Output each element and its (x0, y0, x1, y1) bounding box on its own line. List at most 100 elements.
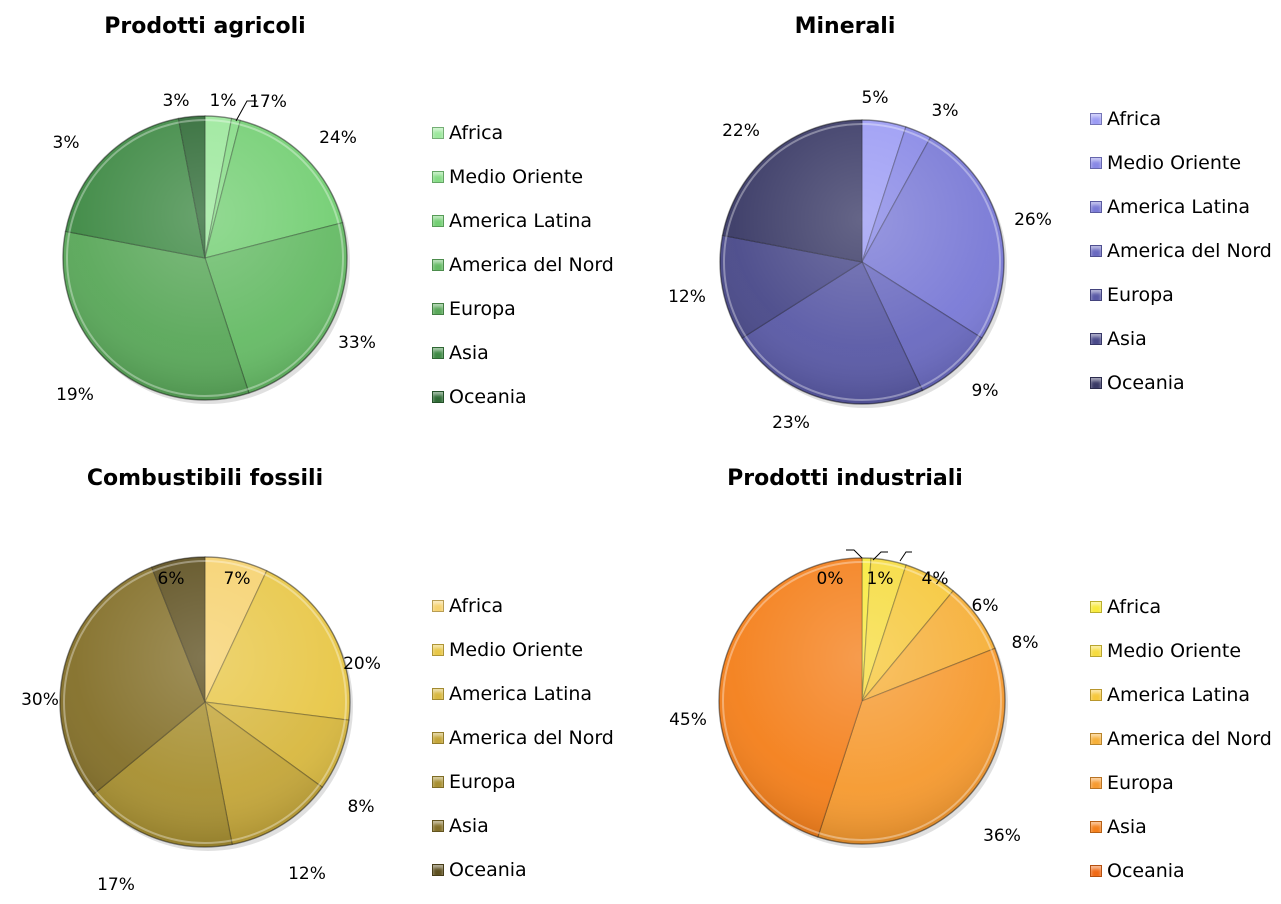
chart-title: Combustibili fossili (86, 466, 324, 491)
legend-swatch (432, 732, 444, 744)
legend-label: America del Nord (449, 727, 614, 749)
data-label: 3% (932, 101, 959, 121)
data-label: 6% (158, 569, 185, 589)
legend-swatch (1090, 645, 1102, 657)
legend-item-asia: Asia (1090, 317, 1272, 361)
leader-line (899, 551, 912, 562)
legend-item-medio-oriente: Medio Oriente (1090, 629, 1272, 673)
legend-item-america-del-nord: America del Nord (1090, 717, 1272, 761)
legend-swatch (1090, 777, 1102, 789)
data-label: 26% (1014, 210, 1052, 230)
legend: Africa Medio Oriente America Latina America… (432, 584, 614, 892)
legend-swatch (1090, 201, 1102, 213)
legend-label: America del Nord (449, 254, 614, 276)
legend-swatch (1090, 113, 1102, 125)
legend-item-europa: Europa (432, 287, 614, 331)
legend-item-africa: Africa (1090, 585, 1272, 629)
legend-item-asia: Asia (432, 331, 614, 375)
legend-label: Asia (1107, 816, 1147, 838)
legend-swatch (1090, 689, 1102, 701)
legend-item-medio-oriente: Medio Oriente (1090, 141, 1272, 185)
data-label: 3% (163, 91, 190, 111)
legend-label: Oceania (449, 859, 527, 881)
leader-line (846, 549, 863, 559)
legend-swatch (1090, 865, 1102, 877)
legend-swatch (1090, 601, 1102, 613)
data-label: 23% (772, 413, 810, 433)
legend-item-america-latina: America Latina (1090, 185, 1272, 229)
legend-label: Africa (449, 122, 504, 144)
legend-item-america-latina: America Latina (1090, 673, 1272, 717)
legend-label: Europa (449, 771, 516, 793)
legend-label: Europa (449, 298, 516, 320)
data-label: 1% (210, 91, 237, 111)
data-label: 17% (97, 875, 135, 895)
legend-label: Africa (1107, 108, 1162, 130)
data-label: 19% (56, 385, 94, 405)
legend-label: America Latina (449, 210, 593, 232)
data-label: 20% (343, 654, 381, 674)
data-label: 12% (288, 864, 326, 884)
data-label: 33% (338, 333, 376, 353)
legend-swatch (432, 171, 444, 183)
legend-swatch (1090, 377, 1102, 389)
legend-item-oceania: Oceania (1090, 849, 1272, 893)
legend-item-asia: Asia (1090, 805, 1272, 849)
legend-swatch (432, 776, 444, 788)
data-label: 30% (21, 690, 59, 710)
legend-swatch (432, 259, 444, 271)
data-label: 8% (348, 797, 375, 817)
legend-item-africa: Africa (432, 111, 614, 155)
legend-swatch (1090, 821, 1102, 833)
legend-label: Africa (1107, 596, 1162, 618)
legend-item-europa: Europa (1090, 273, 1272, 317)
pie-chart-prodotti-agricoli: Prodotti agricoli 3% 1% 17% 24% 33% 19% 3% Afr… (0, 0, 640, 452)
pie-chart-combustibili-fossili: Combustibili fossili 7% 20% 8% 12% 17% 30% 6% … (0, 452, 640, 904)
legend-item-america-del-nord: America del Nord (1090, 229, 1272, 273)
data-label: 5% (862, 88, 889, 108)
legend-item-europa: Europa (432, 760, 614, 804)
data-label: 22% (722, 121, 760, 141)
legend-label: Oceania (1107, 372, 1185, 394)
legend-label: America Latina (1107, 684, 1251, 706)
legend-label: America Latina (1107, 196, 1251, 218)
data-label: 12% (668, 287, 706, 307)
legend-item-america-latina: America Latina (432, 672, 614, 716)
legend-swatch (432, 600, 444, 612)
legend-item-africa: Africa (1090, 97, 1272, 141)
legend-swatch (1090, 333, 1102, 345)
legend-label: America del Nord (1107, 728, 1272, 750)
data-label: 3% (53, 133, 80, 153)
legend-swatch (1090, 733, 1102, 745)
legend-label: Medio Oriente (449, 639, 584, 661)
legend-item-medio-oriente: Medio Oriente (432, 628, 614, 672)
legend-item-america-del-nord: America del Nord (432, 243, 614, 287)
pie-chart-minerali: Minerali 5% 3% 26% 9% 23% 12% 22% Africa Medio … (640, 0, 1280, 452)
legend-item-oceania: Oceania (432, 848, 614, 892)
legend-label: Oceania (449, 386, 527, 408)
legend: Africa Medio Oriente America Latina America… (1090, 585, 1272, 893)
legend-item-america-del-nord: America del Nord (432, 716, 614, 760)
legend-label: Medio Oriente (449, 166, 584, 188)
legend-item-america-latina: America Latina (432, 199, 614, 243)
legend-swatch (432, 688, 444, 700)
legend-swatch (432, 391, 444, 403)
legend-item-oceania: Oceania (1090, 361, 1272, 405)
legend-label: Oceania (1107, 860, 1185, 882)
legend-item-oceania: Oceania (432, 375, 614, 419)
chart-title: Prodotti agricoli (104, 14, 306, 39)
legend-swatch (432, 303, 444, 315)
legend-label: Medio Oriente (1107, 152, 1242, 174)
data-label: 6% (972, 596, 999, 616)
data-label: 7% (224, 569, 251, 589)
legend: Africa Medio Oriente America Latina America… (1090, 97, 1272, 405)
data-label: 8% (1012, 633, 1039, 653)
data-label: 36% (983, 826, 1021, 846)
data-label: 17% (249, 92, 287, 112)
legend-label: Europa (1107, 772, 1174, 794)
legend-swatch (1090, 245, 1102, 257)
legend-item-medio-oriente: Medio Oriente (432, 155, 614, 199)
legend-swatch (1090, 157, 1102, 169)
pie-chart-prodotti-industriali: Prodotti industriali 1% 4% 6% 8% 36% 45% 0% Af… (640, 452, 1280, 904)
legend-swatch (1090, 289, 1102, 301)
